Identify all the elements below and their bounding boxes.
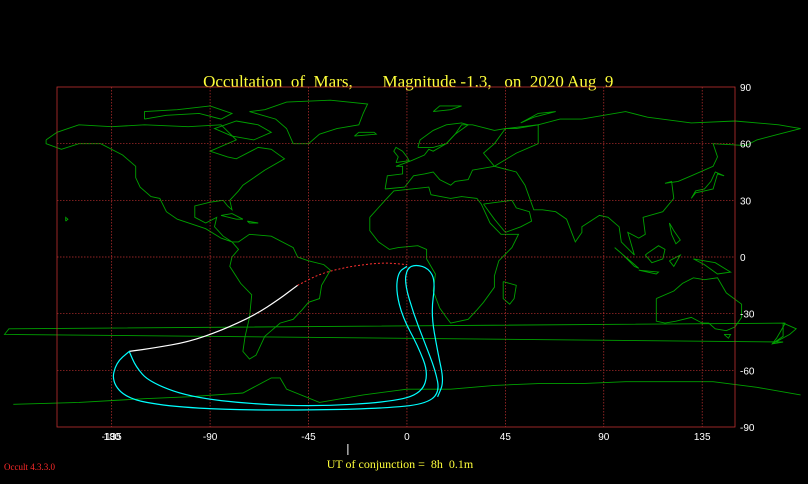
- x-tick-label: 0: [404, 432, 410, 443]
- x-tick-label: 45: [500, 432, 512, 443]
- coastline: [220, 213, 244, 220]
- coastline: [690, 171, 725, 199]
- x-tick-label: -45: [301, 432, 316, 443]
- coastline: [45, 124, 286, 243]
- coastline: [249, 99, 369, 145]
- coastline: [723, 333, 732, 339]
- daylight-limit-track: [129, 284, 298, 352]
- y-tick-label: -90: [740, 423, 755, 434]
- coastline: [644, 245, 666, 264]
- coastline: [668, 222, 681, 245]
- grid-lines: [56, 86, 736, 428]
- x-tick-label: -135: [102, 432, 122, 443]
- dashed-track: [297, 262, 407, 286]
- coastline: [13, 377, 801, 405]
- map-title: Occultation of Mars, Magnitude -1.3, on …: [203, 72, 614, 91]
- title-body: Mars: [313, 72, 349, 91]
- coastline: [3, 322, 786, 345]
- coastline: [771, 322, 798, 345]
- coastline: [354, 131, 378, 137]
- coastline: [502, 281, 517, 305]
- coastline: [432, 105, 462, 113]
- coastline: [213, 120, 273, 141]
- coastline: [229, 233, 331, 360]
- northern-limit: [128, 265, 427, 407]
- coastline: [247, 220, 259, 224]
- title-prefix: Occultation of: [203, 72, 314, 91]
- y-tick-label: 0: [740, 253, 746, 264]
- coastline: [483, 199, 533, 233]
- coastline: [638, 269, 660, 275]
- coastlines: [3, 99, 801, 405]
- southern-limit: [112, 264, 444, 411]
- title-magnitude: Magnitude -1.3,: [382, 72, 492, 91]
- x-tick-label: -90: [203, 432, 218, 443]
- coastline: [693, 258, 732, 275]
- ut-conjunction: UT of conjunction = 8h 0.1m: [326, 457, 474, 471]
- y-tick-label: -30: [740, 310, 755, 321]
- x-tick-label: 90: [598, 432, 610, 443]
- coastline: [393, 146, 410, 164]
- coastline: [384, 124, 539, 190]
- occultation-paths: [112, 262, 444, 411]
- coastline: [417, 122, 470, 148]
- tick-labels: 180-135 -90 -45 0 45 90 135 90 60 30 0 -30 -60 -90: [102, 83, 755, 443]
- y-tick-label: 90: [740, 83, 752, 94]
- coastline: [655, 277, 743, 332]
- y-tick-label: 60: [740, 140, 752, 151]
- title-date: on 2020 Aug 9: [504, 72, 614, 91]
- version-label: Occult 4.3.3.0: [4, 462, 55, 472]
- x-tick-label: 180: [104, 432, 121, 443]
- x-tick-label: 135: [694, 432, 711, 443]
- coastline: [369, 186, 520, 324]
- coastline: [144, 105, 234, 120]
- y-tick-label: 30: [740, 196, 752, 207]
- y-tick-label: -60: [740, 366, 755, 377]
- coastline: [65, 216, 69, 222]
- coastline: [669, 253, 682, 268]
- coastline: [614, 247, 640, 269]
- coastline: [520, 111, 556, 124]
- coastline: [482, 111, 801, 256]
